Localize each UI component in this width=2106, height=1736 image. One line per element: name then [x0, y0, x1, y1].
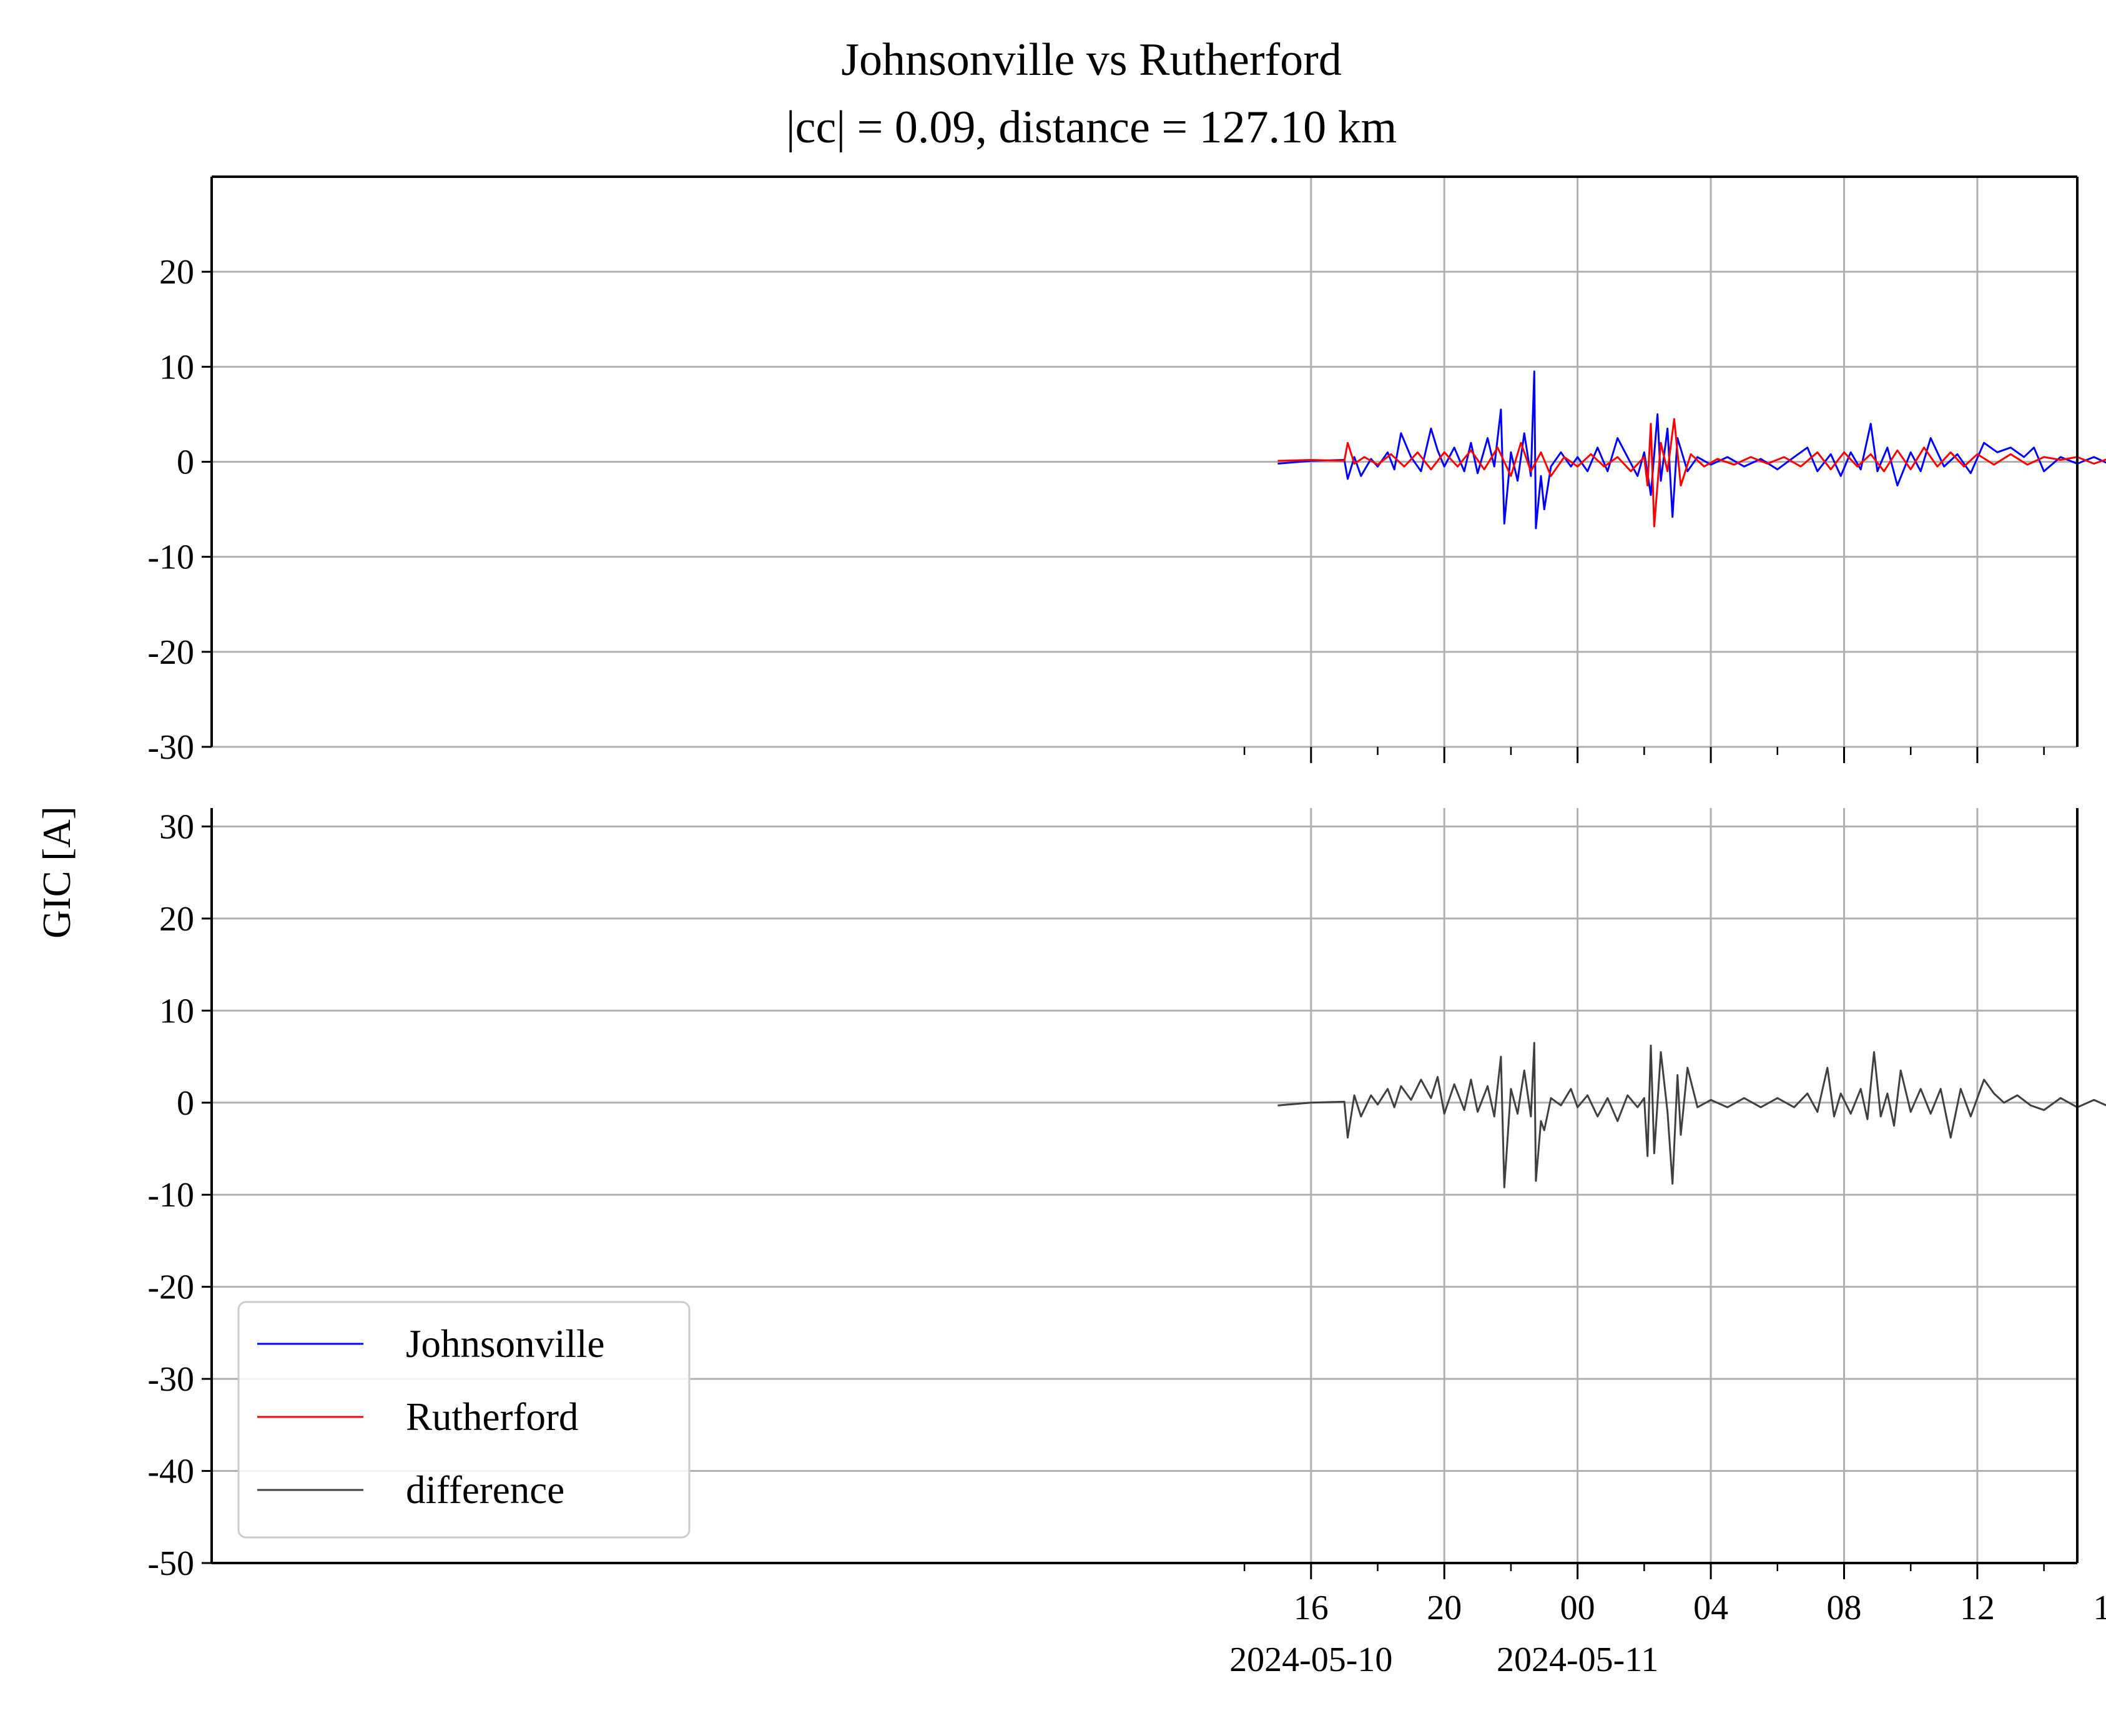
chart-subtitle: |cc| = 0.09, distance = 127.10 km — [786, 102, 1397, 153]
plot-area: 20 10 0 -10 -20 -30 30 20 10 0 -10 -20 -30 -40 -50 16 20… — [147, 175, 2106, 1679]
x-tick-label-36: 12 — [1960, 1589, 1995, 1627]
y-tick-label-top--10: -10 — [147, 538, 194, 577]
y-tick-label-bottom-20: 20 — [159, 900, 194, 939]
y-tick-label-top-10: 10 — [159, 348, 194, 387]
series-line-johnsonville — [1277, 370, 2106, 530]
y-tick-label-bottom--50: -50 — [147, 1544, 194, 1583]
y-axis-label: GIC [A] — [35, 806, 79, 939]
y-tick-label-bottom-0: 0 — [177, 1084, 194, 1123]
x-date-label-2024-05-11: 2024-05-11 — [1497, 1640, 1658, 1679]
series-line-rutherford — [1277, 418, 2106, 528]
y-tick-label-bottom-30: 30 — [159, 807, 194, 846]
x-tick-label-16: 16 — [1294, 1589, 1329, 1627]
y-tick-label-bottom--40: -40 — [147, 1452, 194, 1491]
y-tick-label-top--20: -20 — [147, 633, 194, 672]
legend-label-difference: difference — [406, 1468, 564, 1512]
chart-title: Johnsonville vs Rutherford — [841, 34, 1342, 86]
x-date-label-2024-05-10: 2024-05-10 — [1229, 1640, 1392, 1679]
legend-frame — [237, 1301, 691, 1539]
x-tick-label-40: 16 — [2093, 1589, 2106, 1627]
y-tick-label-top-20: 20 — [159, 253, 194, 292]
x-tick-label-32: 08 — [1827, 1589, 1862, 1627]
y-tick-label-top--30: -30 — [147, 728, 194, 767]
x-tick-label-28: 04 — [1693, 1589, 1728, 1627]
x-tick-label-20: 20 — [1427, 1589, 1462, 1627]
y-tick-label-bottom--10: -10 — [147, 1176, 194, 1215]
legend-label-rutherford: Rutherford — [406, 1395, 578, 1439]
y-tick-label-bottom--30: -30 — [147, 1360, 194, 1399]
legend-label-johnsonville: Johnsonville — [406, 1322, 605, 1366]
y-tick-label-bottom--20: -20 — [147, 1268, 194, 1307]
y-tick-label-top-0: 0 — [177, 443, 194, 482]
series-lines — [1277, 370, 2106, 1188]
series-line-difference — [1277, 1042, 2106, 1188]
x-tick-label-24: 00 — [1560, 1589, 1595, 1627]
y-tick-label-bottom-10: 10 — [159, 992, 194, 1030]
legend: Johnsonville Rutherford difference — [237, 1301, 691, 1539]
axes: 20 10 0 -10 -20 -30 30 20 10 0 -10 -20 -30 -40 -50 16 20… — [147, 175, 2106, 1679]
